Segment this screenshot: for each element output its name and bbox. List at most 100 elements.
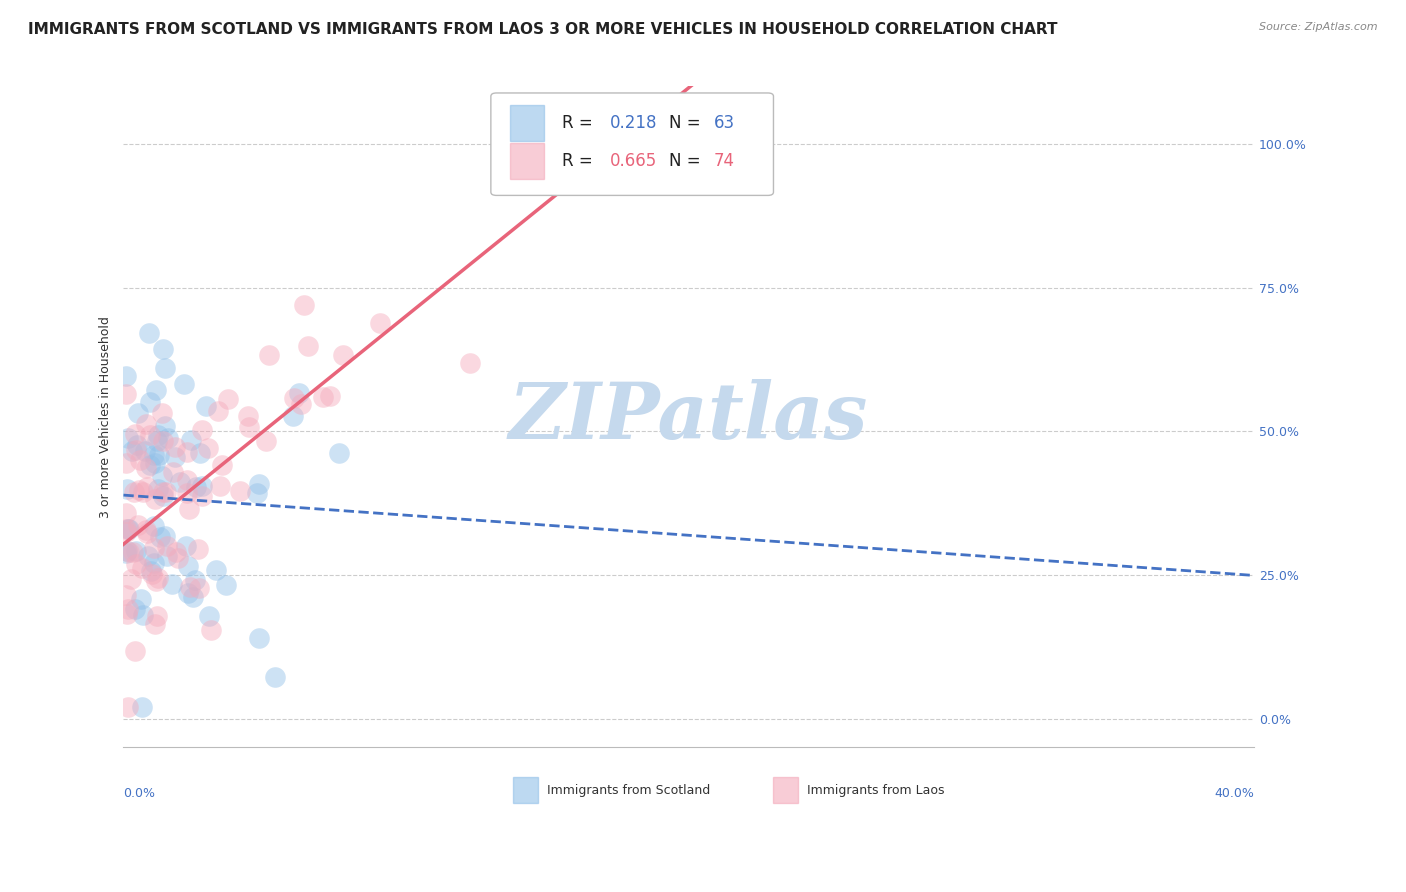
- Point: [127, 406, 149, 420]
- Point: [312, 391, 335, 405]
- Point: [215, 578, 238, 592]
- Point: [197, 441, 219, 455]
- Point: [146, 483, 169, 497]
- Point: [156, 549, 179, 564]
- Point: [117, 522, 139, 536]
- Point: [149, 530, 172, 544]
- Point: [155, 484, 177, 499]
- Point: [142, 556, 165, 570]
- Point: [146, 434, 169, 448]
- Point: [135, 461, 157, 475]
- Point: [191, 423, 214, 437]
- Point: [145, 383, 167, 397]
- Point: [177, 559, 200, 574]
- Point: [131, 700, 153, 714]
- Point: [152, 489, 174, 503]
- Point: [115, 386, 138, 401]
- Point: [177, 586, 200, 600]
- Text: N =: N =: [669, 113, 706, 132]
- Point: [288, 386, 311, 401]
- Point: [125, 438, 148, 452]
- Point: [117, 700, 139, 714]
- Point: [148, 427, 170, 442]
- Point: [162, 465, 184, 479]
- Point: [115, 369, 138, 384]
- Text: Source: ZipAtlas.com: Source: ZipAtlas.com: [1260, 22, 1378, 32]
- Point: [184, 573, 207, 587]
- Point: [125, 543, 148, 558]
- Point: [115, 607, 138, 621]
- Point: [187, 541, 209, 556]
- Point: [148, 448, 170, 462]
- Point: [254, 434, 277, 449]
- Point: [141, 567, 163, 582]
- Point: [122, 485, 145, 500]
- Point: [135, 480, 157, 494]
- Point: [319, 389, 342, 403]
- Point: [165, 545, 187, 559]
- Point: [125, 557, 148, 571]
- Point: [117, 431, 139, 445]
- Point: [128, 453, 150, 467]
- Point: [121, 444, 143, 458]
- Point: [176, 486, 198, 500]
- Text: 74: 74: [714, 152, 734, 170]
- Point: [115, 588, 138, 602]
- Point: [115, 524, 138, 539]
- Point: [181, 590, 204, 604]
- Point: [174, 539, 197, 553]
- Point: [143, 541, 166, 555]
- Point: [115, 456, 138, 470]
- Point: [131, 561, 153, 575]
- FancyBboxPatch shape: [491, 93, 773, 195]
- Point: [118, 545, 141, 559]
- Point: [129, 591, 152, 606]
- Point: [152, 485, 174, 500]
- Point: [124, 602, 146, 616]
- Point: [145, 574, 167, 588]
- Point: [176, 473, 198, 487]
- Point: [143, 456, 166, 470]
- Point: [135, 523, 157, 537]
- Point: [332, 348, 354, 362]
- Point: [121, 544, 143, 558]
- Point: [229, 483, 252, 498]
- Point: [160, 577, 183, 591]
- Point: [138, 458, 160, 473]
- Text: ZIPatlas: ZIPatlas: [509, 378, 869, 455]
- Text: Immigrants from Scotland: Immigrants from Scotland: [547, 784, 710, 797]
- Point: [142, 519, 165, 533]
- Text: N =: N =: [669, 152, 706, 170]
- Point: [152, 434, 174, 449]
- Point: [150, 406, 173, 420]
- Point: [155, 529, 177, 543]
- Point: [125, 442, 148, 457]
- Point: [166, 550, 188, 565]
- Point: [195, 399, 218, 413]
- Point: [247, 477, 270, 491]
- Point: [136, 549, 159, 564]
- Point: [188, 446, 211, 460]
- Point: [207, 403, 229, 417]
- Point: [131, 607, 153, 622]
- Point: [117, 544, 139, 558]
- Point: [132, 485, 155, 500]
- FancyBboxPatch shape: [773, 777, 799, 804]
- FancyBboxPatch shape: [510, 104, 544, 141]
- Point: [139, 428, 162, 442]
- Text: R =: R =: [562, 113, 598, 132]
- Point: [290, 397, 312, 411]
- Point: [155, 419, 177, 434]
- Point: [247, 632, 270, 646]
- Point: [143, 616, 166, 631]
- Point: [115, 482, 138, 496]
- Point: [146, 571, 169, 585]
- Point: [124, 644, 146, 658]
- Text: 40.0%: 40.0%: [1213, 787, 1254, 800]
- Point: [198, 609, 221, 624]
- Point: [176, 445, 198, 459]
- Point: [124, 426, 146, 441]
- Point: [143, 448, 166, 462]
- Point: [246, 486, 269, 500]
- Point: [238, 420, 260, 434]
